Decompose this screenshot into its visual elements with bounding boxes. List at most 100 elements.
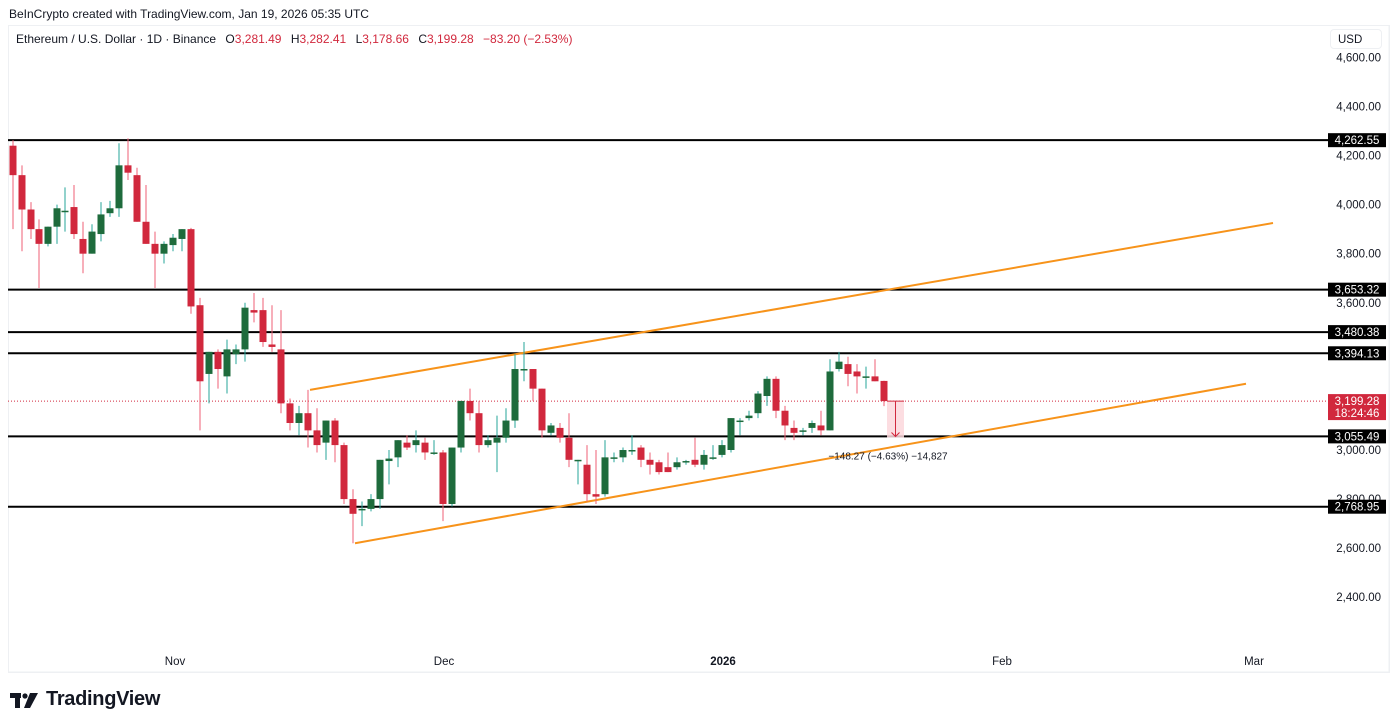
- tradingview-logo[interactable]: TradingView: [10, 688, 160, 711]
- candle[interactable]: [871, 359, 879, 382]
- candle[interactable]: [448, 447, 456, 507]
- candle[interactable]: [484, 435, 492, 448]
- candle[interactable]: [457, 400, 465, 453]
- candle[interactable]: [268, 305, 276, 352]
- candle[interactable]: [340, 442, 348, 504]
- candle[interactable]: [27, 202, 35, 239]
- candle[interactable]: [619, 447, 627, 463]
- candle[interactable]: [223, 339, 231, 394]
- candle[interactable]: [322, 420, 330, 460]
- candle[interactable]: [493, 415, 501, 473]
- candle[interactable]: [502, 408, 510, 443]
- candle[interactable]: [214, 349, 222, 389]
- candle[interactable]: [637, 445, 645, 468]
- candle[interactable]: [673, 457, 681, 470]
- candle[interactable]: [88, 224, 96, 254]
- candle[interactable]: [79, 221, 87, 274]
- candle[interactable]: [97, 202, 105, 242]
- candle[interactable]: [529, 369, 537, 401]
- candle[interactable]: [610, 452, 618, 463]
- candle[interactable]: [439, 450, 447, 522]
- candle[interactable]: [44, 226, 52, 247]
- candle[interactable]: [826, 359, 834, 431]
- candle[interactable]: [592, 450, 600, 504]
- candle[interactable]: [520, 342, 528, 382]
- candle[interactable]: [241, 302, 249, 362]
- candle[interactable]: [745, 410, 753, 421]
- candle[interactable]: [475, 400, 483, 453]
- candle[interactable]: [421, 437, 429, 460]
- candle[interactable]: [628, 435, 636, 455]
- candle[interactable]: [9, 140, 17, 230]
- candle[interactable]: [691, 437, 699, 468]
- candle[interactable]: [142, 184, 150, 244]
- candle[interactable]: [205, 351, 213, 404]
- candle[interactable]: [835, 351, 843, 372]
- candle[interactable]: [466, 388, 474, 421]
- candle[interactable]: [565, 413, 573, 468]
- candle[interactable]: [169, 234, 177, 252]
- candle[interactable]: [511, 354, 519, 428]
- candle[interactable]: [151, 231, 159, 289]
- candle[interactable]: [376, 459, 384, 509]
- candle[interactable]: [808, 420, 816, 433]
- candle[interactable]: [394, 440, 402, 468]
- candle[interactable]: [349, 489, 357, 544]
- candle[interactable]: [574, 459, 582, 485]
- candle[interactable]: [295, 405, 303, 436]
- candle[interactable]: [763, 376, 771, 406]
- candle[interactable]: [718, 440, 726, 458]
- candle[interactable]: [790, 420, 798, 441]
- candle[interactable]: [817, 410, 825, 436]
- candle[interactable]: [313, 408, 321, 453]
- candle[interactable]: [700, 450, 708, 470]
- candle[interactable]: [196, 297, 204, 431]
- candle[interactable]: [358, 501, 366, 527]
- candle[interactable]: [736, 418, 744, 436]
- candle[interactable]: [727, 418, 735, 453]
- candle[interactable]: [754, 391, 762, 419]
- candle[interactable]: [538, 388, 546, 438]
- candle[interactable]: [862, 366, 870, 389]
- channel-line-upper[interactable]: [309, 222, 1274, 391]
- candle[interactable]: [772, 376, 780, 419]
- candle[interactable]: [115, 143, 123, 217]
- candle[interactable]: [682, 459, 690, 465]
- candle[interactable]: [331, 418, 339, 463]
- candle[interactable]: [286, 398, 294, 431]
- candle[interactable]: [53, 204, 61, 244]
- candle[interactable]: [259, 297, 267, 347]
- candle[interactable]: [187, 227, 195, 314]
- candle[interactable]: [853, 364, 861, 394]
- candle[interactable]: [646, 452, 654, 475]
- candle[interactable]: [601, 440, 609, 497]
- candle[interactable]: [250, 292, 258, 323]
- candle[interactable]: [583, 445, 591, 502]
- currency-button[interactable]: USD: [1330, 29, 1382, 49]
- candle[interactable]: [304, 389, 312, 448]
- candle[interactable]: [106, 200, 114, 217]
- candle[interactable]: [367, 494, 375, 512]
- candle[interactable]: [799, 427, 807, 436]
- candle[interactable]: [35, 219, 43, 289]
- candle[interactable]: [430, 440, 438, 455]
- candle[interactable]: [547, 423, 555, 436]
- candle[interactable]: [844, 356, 852, 387]
- candle[interactable]: [709, 445, 717, 460]
- candle[interactable]: [18, 165, 26, 252]
- candle[interactable]: [880, 380, 888, 407]
- candle[interactable]: [61, 187, 69, 232]
- candle[interactable]: [412, 430, 420, 453]
- channel-line-lower[interactable]: [354, 382, 1247, 545]
- candle[interactable]: [70, 184, 78, 239]
- candle[interactable]: [385, 450, 393, 485]
- candle[interactable]: [277, 310, 285, 414]
- candle[interactable]: [133, 167, 141, 222]
- candle[interactable]: [781, 405, 789, 441]
- candle[interactable]: [655, 459, 663, 475]
- candle[interactable]: [403, 435, 411, 450]
- candle[interactable]: [664, 452, 672, 473]
- candle[interactable]: [178, 229, 186, 252]
- candle[interactable]: [124, 138, 132, 181]
